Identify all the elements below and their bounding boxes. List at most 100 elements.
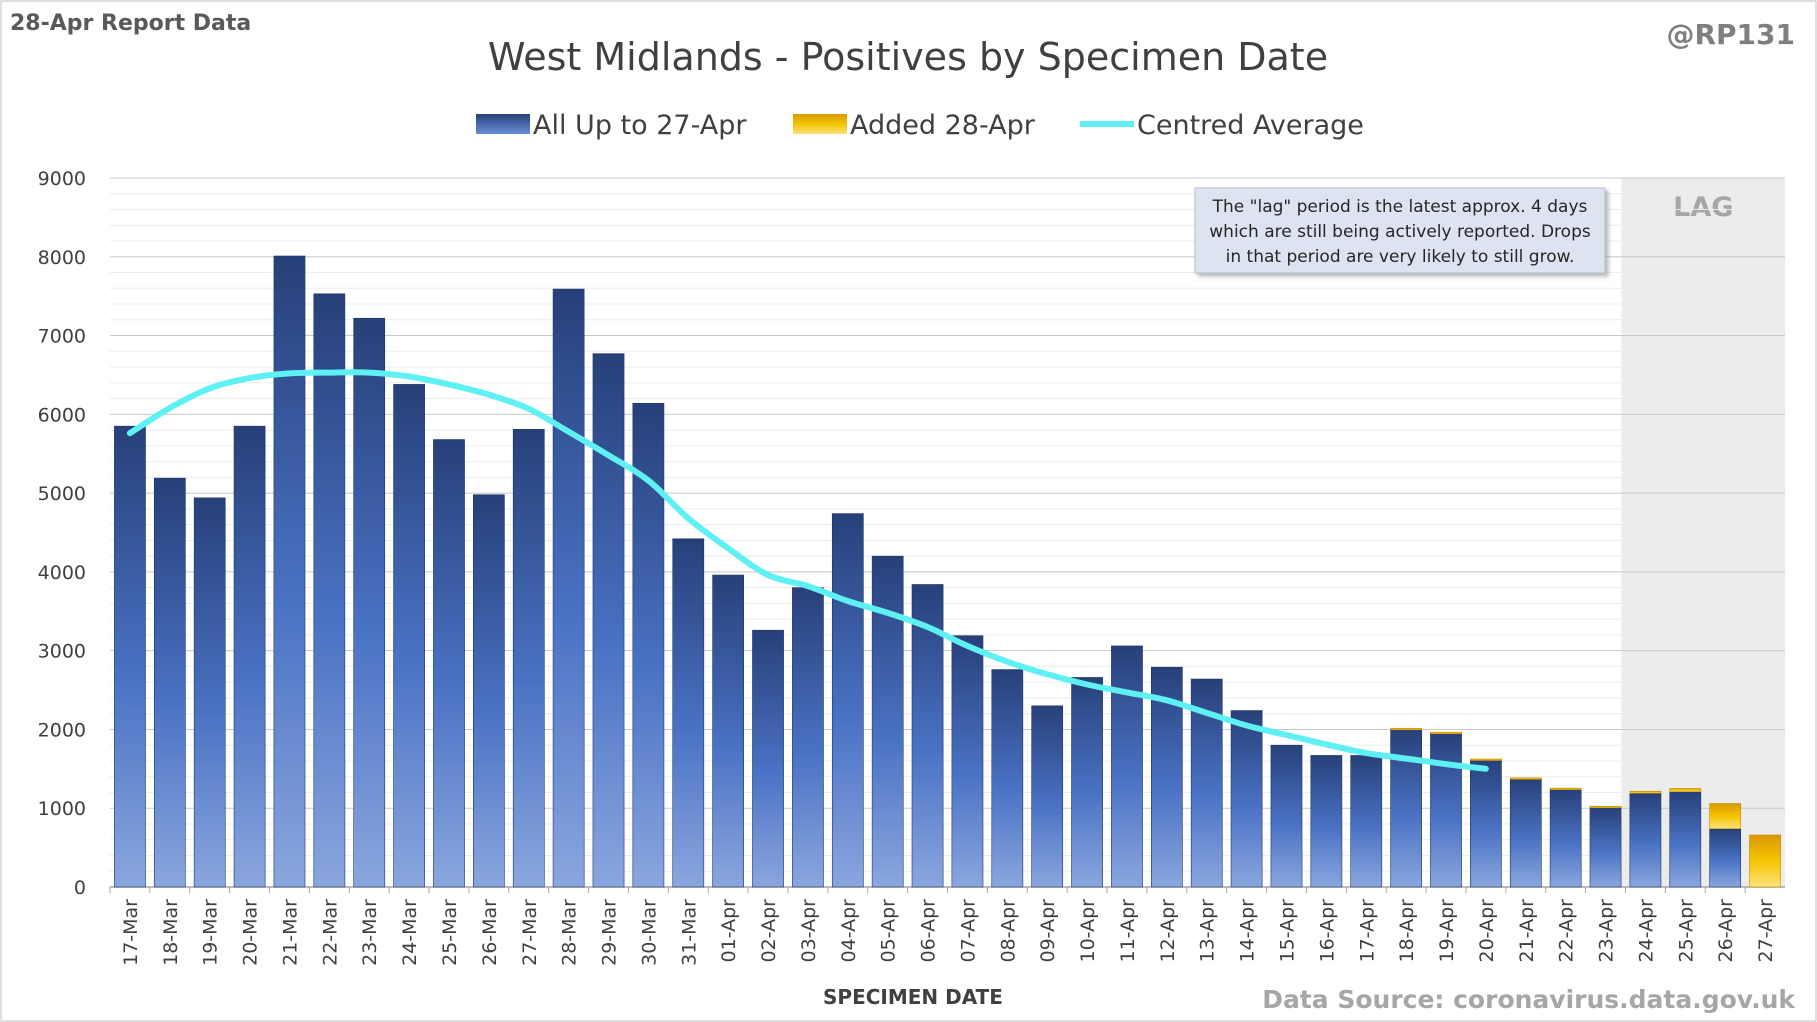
bar-added-28-apr	[1549, 787, 1582, 790]
bar-all-up-to-27-apr	[233, 425, 266, 888]
bar-all-up-to-27-apr	[353, 317, 386, 888]
x-tick-label: 30-Mar	[638, 899, 660, 966]
x-axis-label: SPECIMEN DATE	[823, 985, 1003, 1009]
bar-all-up-to-27-apr	[1350, 755, 1383, 888]
bar-added-28-apr	[1629, 790, 1662, 794]
y-tick-label: 5000	[38, 483, 86, 505]
x-tick-label: 31-Mar	[678, 899, 700, 966]
bar-all-up-to-27-apr	[433, 439, 465, 888]
bar-all-up-to-27-apr	[792, 587, 824, 888]
x-tick-label: 03-Apr	[798, 899, 820, 963]
x-tick-label: 15-Apr	[1277, 899, 1299, 963]
x-tick-label: 27-Mar	[519, 899, 541, 966]
x-tick-label: 01-Apr	[718, 899, 740, 963]
x-tick-label: 19-Mar	[200, 899, 222, 966]
y-tick-label: 7000	[38, 326, 86, 348]
bar-all-up-to-27-apr	[752, 629, 784, 888]
bar-all-up-to-27-apr	[1629, 792, 1662, 888]
legend-label-average: Centred Average	[1137, 110, 1364, 141]
x-tick-label: 19-Apr	[1436, 899, 1458, 963]
x-tick-label: 02-Apr	[758, 899, 780, 963]
y-tick-label: 2000	[38, 719, 86, 741]
x-tick-label: 22-Apr	[1556, 899, 1578, 963]
bar-all-up-to-27-apr	[831, 513, 864, 888]
annotation-line-2: which are still being actively reported.…	[1209, 222, 1591, 242]
y-tick-label: 9000	[38, 168, 86, 190]
x-tick-label: 23-Mar	[359, 899, 381, 966]
x-tick-label: 20-Mar	[240, 899, 262, 966]
x-tick-label: 07-Apr	[957, 899, 979, 963]
lag-annotation: The "lag" period is the latest approx. 4…	[1194, 187, 1606, 274]
bar-all-up-to-27-apr	[1230, 710, 1263, 888]
y-axis-ticks: 0 1000 2000 3000 4000 5000 6000 7000 8000 9000	[38, 168, 86, 899]
x-tick-label: 09-Apr	[1037, 899, 1059, 963]
bar-all-up-to-27-apr	[1270, 744, 1303, 888]
x-tick-label: 27-Apr	[1755, 899, 1777, 963]
bar-all-up-to-27-apr	[1031, 705, 1064, 888]
x-axis-ticks: 17-Mar 18-Mar 19-Mar 20-Mar 21-Mar 22-Mar 23-M…	[120, 899, 1777, 966]
x-tick-label: 26-Apr	[1715, 899, 1737, 963]
bar-all-up-to-27-apr	[871, 555, 904, 888]
x-tick-label: 20-Apr	[1476, 899, 1498, 963]
bar-all-up-to-27-apr	[1669, 791, 1702, 888]
legend-swatch-all	[476, 114, 530, 134]
x-tick-label: 24-Mar	[399, 899, 421, 966]
bar-added-28-apr	[1589, 805, 1622, 809]
bar-all-up-to-27-apr	[1071, 677, 1103, 888]
x-tick-label: 05-Apr	[878, 899, 900, 963]
bar-all-up-to-27-apr	[193, 497, 226, 888]
bar-all-up-to-27-apr	[473, 494, 505, 888]
x-tick-label: 17-Mar	[120, 899, 142, 966]
x-tick-label: 17-Apr	[1356, 899, 1378, 963]
lag-band	[1621, 178, 1785, 887]
x-tick-label: 25-Apr	[1675, 899, 1697, 963]
bar-all-up-to-27-apr	[393, 384, 425, 888]
bar-all-up-to-27-apr	[1390, 729, 1422, 888]
bar-all-up-to-27-apr	[114, 425, 146, 888]
annotation-line-1: The "lag" period is the latest approx. 4…	[1212, 197, 1588, 217]
annotation-box	[1194, 187, 1606, 274]
x-tick-label: 14-Apr	[1237, 899, 1259, 963]
bar-added-28-apr	[1669, 788, 1702, 792]
bar-added-28-apr	[1430, 731, 1462, 735]
x-tick-label: 13-Apr	[1197, 899, 1219, 963]
x-tick-label: 12-Apr	[1157, 899, 1179, 963]
bar-added-28-apr	[1509, 777, 1542, 780]
bar-all-up-to-27-apr	[991, 669, 1024, 888]
x-tick-label: 04-Apr	[838, 899, 860, 963]
x-tick-label: 23-Apr	[1596, 899, 1618, 963]
chart-title: West Midlands - Positives by Specimen Da…	[488, 35, 1328, 79]
bar-all-up-to-27-apr	[1709, 828, 1742, 888]
bar-all-up-to-27-apr	[273, 255, 306, 888]
x-tick-label: 18-Mar	[160, 899, 182, 966]
y-tick-label: 8000	[38, 247, 86, 269]
y-tick-label: 6000	[38, 404, 86, 426]
bar-all-up-to-27-apr	[1310, 755, 1343, 888]
bar-all-up-to-27-apr	[552, 288, 585, 888]
x-tick-label: 16-Apr	[1316, 899, 1338, 963]
lag-label: LAG	[1673, 192, 1733, 223]
report-label: 28-Apr Report Data	[10, 11, 251, 36]
x-tick-label: 18-Apr	[1396, 899, 1418, 963]
bar-all-up-to-27-apr	[951, 635, 984, 888]
bar-added-28-apr	[1749, 834, 1781, 888]
x-tick-label: 06-Apr	[918, 899, 940, 963]
centred-average-line	[126, 369, 1489, 772]
bar-all-up-to-27-apr	[512, 429, 545, 888]
x-tick-label: 28-Mar	[559, 899, 581, 966]
gridlines	[109, 177, 1785, 893]
y-tick-label: 1000	[38, 798, 86, 820]
bar-all-up-to-27-apr	[1470, 759, 1502, 888]
author-handle: @RP131	[1666, 18, 1795, 51]
bar-added-28-apr	[1390, 727, 1422, 731]
bar-all-up-to-27-apr	[153, 477, 186, 888]
annotation-line-3: in that period are very likely to still …	[1226, 247, 1575, 267]
legend-label-all: All Up to 27-Apr	[533, 110, 747, 141]
x-tick-label: 08-Apr	[997, 899, 1019, 963]
y-tick-label: 3000	[38, 641, 86, 663]
bar-all-up-to-27-apr	[1111, 645, 1143, 888]
bar-added-28-apr	[1470, 758, 1502, 761]
legend-swatch-added	[793, 114, 847, 134]
